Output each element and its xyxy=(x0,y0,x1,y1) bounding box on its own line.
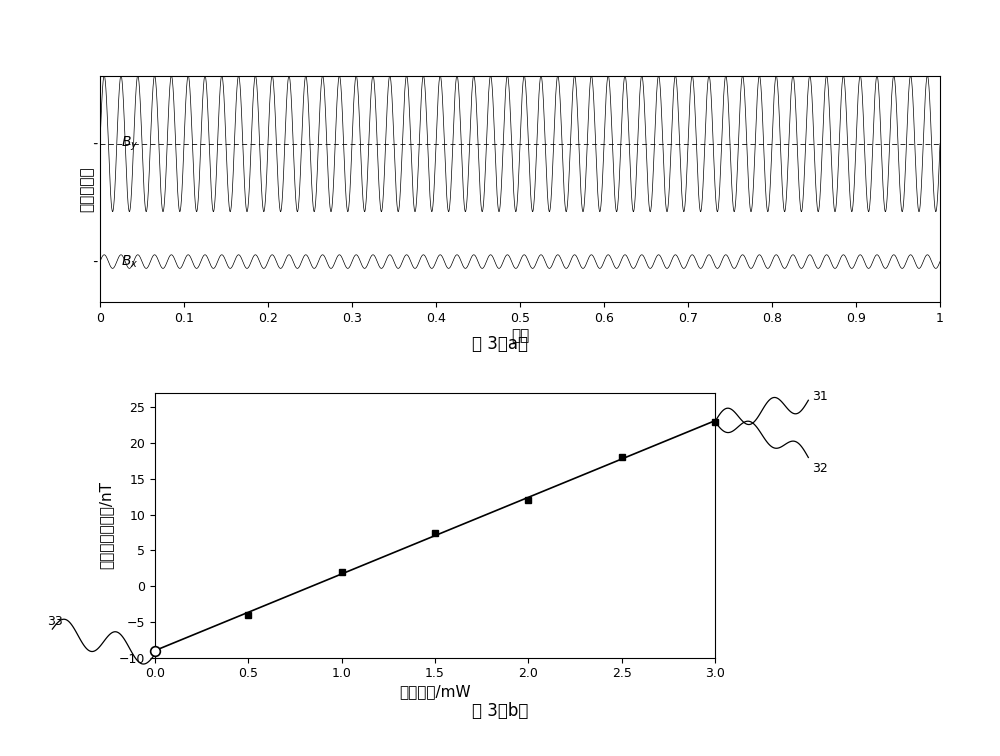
Text: 32: 32 xyxy=(812,462,828,475)
Y-axis label: 磁强计输出: 磁强计输出 xyxy=(79,166,94,212)
Text: 图 3（a）: 图 3（a） xyxy=(472,335,528,353)
Text: 图 3（b）: 图 3（b） xyxy=(472,702,528,720)
Text: $B_y$: $B_y$ xyxy=(121,135,138,153)
X-axis label: 检测光强/mW: 检测光强/mW xyxy=(399,685,471,699)
Y-axis label: 磁场补偿输出值/nT: 磁场补偿输出值/nT xyxy=(98,482,113,569)
Text: $B_x$: $B_x$ xyxy=(121,253,138,270)
X-axis label: 时间: 时间 xyxy=(511,328,529,343)
Text: 31: 31 xyxy=(812,390,828,403)
Text: 33: 33 xyxy=(47,615,62,628)
